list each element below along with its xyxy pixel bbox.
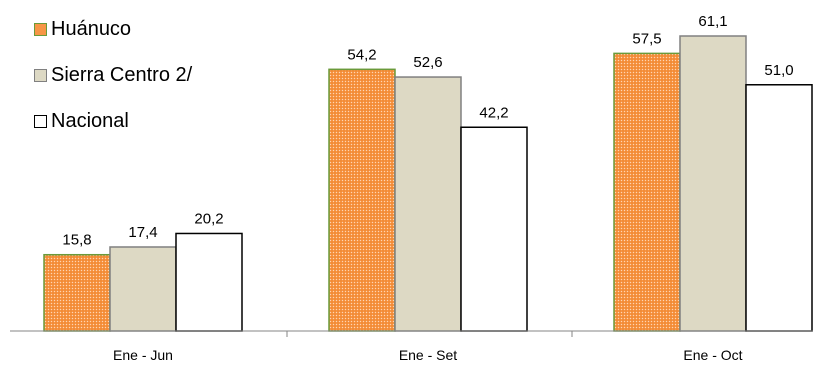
data-label-huanuco-2: 54,2 [347, 46, 376, 63]
bar-nacional-3 [745, 84, 813, 332]
data-label-sierra-centro-2: 52,6 [413, 54, 442, 71]
bar-huanuco-1 [43, 253, 111, 332]
bar-huanuco-2 [328, 68, 396, 332]
x-tick-label-1: Ene - Jun [113, 347, 173, 363]
data-label-nacional-1: 20,2 [194, 210, 223, 227]
legend-label-sierra-centro: Sierra Centro 2/ [51, 63, 193, 86]
bar-sierra-centro-1 [109, 246, 177, 332]
legend-item-huanuco: Huánuco [34, 6, 192, 52]
legend-item-sierra-centro: Sierra Centro 2/ [34, 52, 192, 98]
bar-nacional-2 [460, 126, 528, 332]
legend-label-huanuco: Huánuco [51, 17, 132, 40]
x-tick-label-2: Ene - Set [399, 347, 457, 363]
legend-label-nacional: Nacional [51, 109, 129, 132]
data-label-huanuco-1: 15,8 [62, 232, 91, 249]
legend-item-nacional: Nacional [34, 98, 192, 144]
data-label-nacional-3: 51,0 [764, 62, 793, 79]
legend-swatch-sierra-centro [34, 68, 47, 82]
data-label-huanuco-3: 57,5 [632, 30, 661, 47]
bar-sierra-centro-2 [394, 76, 462, 332]
x-tick-label-3: Ene - Oct [683, 347, 742, 363]
data-label-sierra-centro-1: 17,4 [128, 224, 157, 241]
bars-layer [43, 35, 813, 332]
bar-huanuco-3 [613, 52, 681, 332]
bar-nacional-1 [175, 232, 243, 332]
legend-swatch-nacional [34, 114, 47, 128]
bar-sierra-centro-3 [679, 35, 747, 332]
x-axis-ticks-layer: Ene - Jun Ene - Set Ene - Oct [113, 331, 743, 363]
data-label-nacional-2: 42,2 [479, 104, 508, 121]
legend: Huánuco Sierra Centro 2/ Nacional [34, 6, 192, 144]
data-labels-layer: 15,8 17,4 20,2 54,2 52,6 42,2 57,5 61,1 51,0 [62, 13, 793, 249]
data-label-sierra-centro-3: 61,1 [698, 13, 727, 30]
legend-swatch-huanuco [34, 22, 47, 36]
